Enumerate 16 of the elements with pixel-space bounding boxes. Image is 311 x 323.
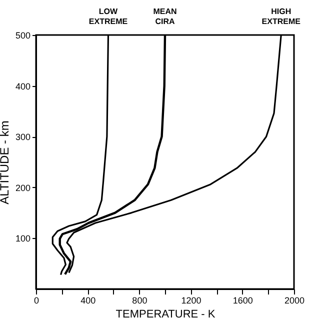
x-tick-label: 800: [132, 296, 148, 306]
y-tick-label: 200: [15, 182, 30, 193]
y-tick-label: 400: [15, 81, 30, 92]
y-axis-title: ALTITUDE - km: [0, 120, 12, 204]
y-tick-label: 300: [15, 132, 30, 142]
text: LOW EXTREME: [88, 7, 128, 26]
x-tick-label: 0: [34, 296, 40, 306]
text: HIGH EXTREME: [262, 7, 302, 26]
x-tick-label: 400: [80, 296, 96, 306]
x-tick-label: 2000: [284, 296, 305, 306]
x-tick-label: 1200: [181, 296, 202, 306]
x-axis-title: TEMPERATURE - K: [116, 308, 216, 320]
x-tick-label: 1600: [232, 296, 253, 306]
y-tick-label: 500: [15, 30, 30, 40]
series-label: MEAN CIRA: [153, 7, 177, 26]
y-tick-label: 100: [15, 234, 30, 244]
